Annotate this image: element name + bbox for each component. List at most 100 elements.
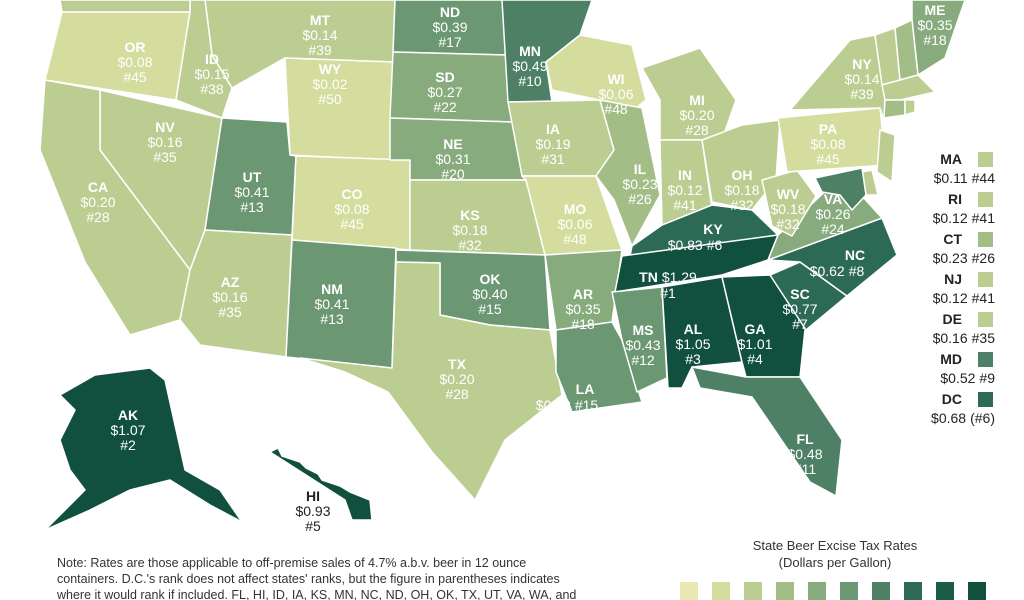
state-shape — [59, 0, 191, 13]
label-part: HI — [306, 488, 320, 504]
side-abbr: NJ — [944, 271, 962, 287]
side-tax: $0.12 — [933, 210, 968, 226]
state-label: GA $1.01 #4 — [737, 321, 772, 367]
label-part: KS — [460, 207, 479, 223]
label-part: $1.01 — [737, 336, 772, 352]
label-part: #38 — [200, 81, 224, 97]
label-part: NM — [321, 281, 343, 297]
label-part: GA — [745, 321, 766, 337]
label-part: #13 — [240, 199, 264, 215]
label-part: #10 — [518, 73, 542, 89]
side-swatch — [978, 392, 993, 407]
label-part: #24 — [821, 221, 845, 237]
state-label: CO $0.08 #45 — [334, 186, 369, 232]
label-part: KY — [703, 221, 723, 237]
state-label: MS $0.43 #12 — [625, 322, 660, 368]
state-label: KY $0.83 #6 — [668, 221, 724, 253]
state-label: IA $0.19 #31 — [535, 121, 570, 167]
state-shape — [44, 367, 243, 531]
side-tax: $0.11 — [934, 170, 968, 186]
label-part: #15 — [478, 301, 502, 317]
side-rank: #35 — [972, 330, 996, 346]
state-label: NM $0.41 #13 — [314, 281, 349, 327]
label-part: MT — [310, 12, 331, 28]
state-label: PA $0.08 #45 — [810, 121, 845, 167]
label-part: VA — [824, 191, 842, 207]
label-part: #45 — [816, 151, 840, 167]
state-label: NE $0.31 #20 — [435, 136, 470, 182]
label-part: #8 — [849, 263, 865, 279]
label-part: $0.08 — [117, 54, 152, 70]
label-part: $0.14 — [302, 27, 337, 43]
label-part: LA — [576, 381, 595, 397]
label-part: #28 — [86, 209, 110, 225]
state-shape — [179, 229, 293, 358]
label-part: $0.20 — [679, 107, 714, 123]
label-part: #22 — [433, 99, 457, 115]
state-label: WV $0.18 #32 — [770, 186, 805, 232]
side-tax: $0.52 — [940, 370, 975, 386]
label-part: MN — [519, 43, 541, 59]
side-swatch — [978, 312, 993, 327]
scale-swatch — [808, 582, 826, 600]
scale-swatch — [968, 582, 986, 600]
label-part: MI — [689, 92, 705, 108]
label-part: SC — [790, 286, 809, 302]
state-label: VA $0.26 #24 — [815, 191, 850, 237]
state-label: MT $0.14 #39 — [302, 12, 337, 58]
note-line: where it would rank if included. FL, HI,… — [56, 588, 576, 600]
state-label: OK $0.40 #15 — [472, 271, 507, 317]
label-part: $0.23 — [622, 176, 657, 192]
label-part: $0.43 — [625, 337, 660, 353]
state-label: WI $0.06 #48 — [598, 71, 633, 117]
side-rank: #26 — [972, 250, 996, 266]
label-part: $0.62 — [810, 263, 845, 279]
label-part: $0.27 — [427, 84, 462, 100]
label-part: $0.06 — [598, 86, 633, 102]
note-line: Note: Rates are those applicable to off-… — [57, 556, 526, 570]
label-part: AL — [684, 321, 703, 337]
side-rank: #41 — [972, 290, 996, 306]
state-label: LA $0.40 #15 — [536, 381, 599, 413]
label-part: NY — [852, 56, 872, 72]
state-shape — [269, 447, 373, 521]
state-label: TX $0.20 #28 — [439, 356, 474, 402]
label-part: $0.41 — [234, 184, 269, 200]
state-shape — [691, 366, 843, 497]
label-part: #39 — [308, 42, 332, 58]
label-part: #12 — [631, 352, 655, 368]
state-label: AR $0.35 #18 — [565, 286, 600, 332]
side-rank: (#6) — [970, 410, 995, 426]
label-part: MS — [633, 322, 654, 338]
label-part: #6 — [707, 237, 723, 253]
label-part: $1.07 — [110, 422, 145, 438]
side-value: $0.68 (#6) — [931, 410, 995, 426]
label-part: #20 — [441, 166, 465, 182]
label-part: $0.31 — [435, 151, 470, 167]
state-label: AZ $0.16 #35 — [212, 274, 247, 320]
label-part: #50 — [318, 91, 342, 107]
label-part: #1 — [660, 285, 676, 301]
state-label: AL $1.05 #3 — [675, 321, 710, 367]
state-shape — [911, 0, 966, 76]
state-label: TN $1.29 #1 — [639, 269, 697, 301]
state-label: NC $0.62 #8 — [810, 247, 865, 279]
label-part: $0.14 — [844, 71, 879, 87]
label-part: #7 — [792, 316, 808, 332]
label-part: #35 — [218, 304, 242, 320]
side-rank: #9 — [979, 370, 995, 386]
scale-subtitle: (Dollars per Gallon) — [779, 555, 892, 570]
state-shape — [595, 99, 661, 247]
label-part: $0.39 — [432, 19, 467, 35]
state-label: KS $0.18 #32 — [452, 207, 487, 253]
side-swatch — [978, 192, 993, 207]
label-part: #4 — [747, 351, 763, 367]
state-label: UT $0.41 #13 — [234, 169, 269, 215]
state-label: NV $0.16 #35 — [147, 119, 182, 165]
label-part: OR — [125, 39, 146, 55]
label-part: ME — [925, 2, 946, 18]
state-label: CA $0.20 #28 — [80, 179, 115, 225]
label-part: FL — [796, 431, 814, 447]
label-part: AR — [573, 286, 593, 302]
